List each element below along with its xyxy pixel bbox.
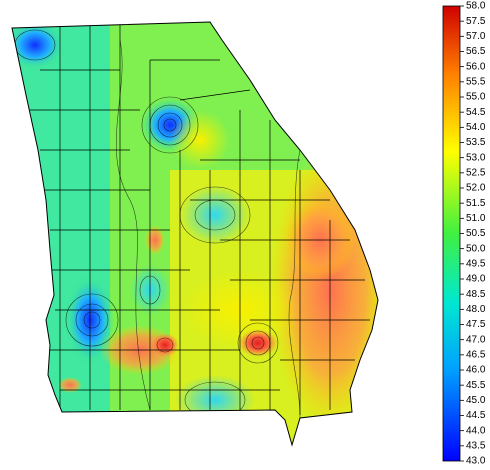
colorbar-tick-label: 44.5 [466,410,486,421]
colorbar-tick-label: 50.0 [466,243,486,254]
colorbar-tick-label: 56.5 [466,46,486,57]
colorbar-tick-label: 43.5 [466,440,486,451]
colorbar-tick-label: 57.5 [466,16,486,27]
colorbar-tick-label: 49.0 [466,274,486,285]
colorbar-tick-label: 49.5 [466,258,486,269]
colorbar-tick-label: 54.5 [466,107,486,118]
colorbar-tick-label: 48.0 [466,304,486,315]
colorbar-tick-label: 48.5 [466,289,486,300]
colorbar-tick-label: 43.0 [466,456,486,467]
colorbar-tick-label: 46.5 [466,349,486,360]
colorbar-tick-label: 46.0 [466,365,486,376]
colorbar-tick-label: 55.5 [466,76,486,87]
colorbar-tick-label: 53.0 [466,152,486,163]
colorbar-tick-label: 53.5 [466,137,486,148]
colorbar-tick-label: 58.0 [466,1,486,12]
colorbar-tick-label: 51.0 [466,213,486,224]
colorbar-tick-label: 51.5 [466,198,486,209]
colorbar-tick-label: 57.0 [466,31,486,42]
colorbar-tick-label: 52.0 [466,183,486,194]
temperature-map [12,22,378,445]
colorbar-tick-label: 47.0 [466,334,486,345]
colorbar [442,5,461,462]
colorbar-tick-label: 45.5 [466,380,486,391]
colorbar-tick-label: 45.0 [466,395,486,406]
colorbar-ticks: 43.0 43.5 44.0 44.5 45.0 45.5 46.0 46.5 47.0 47.5… [460,1,486,467]
colorbar-tick-label: 44.0 [466,425,486,436]
state-outline [11,21,379,447]
colorbar-tick-label: 52.5 [466,167,486,178]
colorbar-tick-label: 50.5 [466,228,486,239]
colorbar-tick-label: 47.5 [466,319,486,330]
county-lines [30,22,370,420]
colorbar-tick-label: 54.0 [466,122,486,133]
colorbar-tick-label: 56.0 [466,61,486,72]
colorbar-tick-label: 55.0 [466,92,486,103]
